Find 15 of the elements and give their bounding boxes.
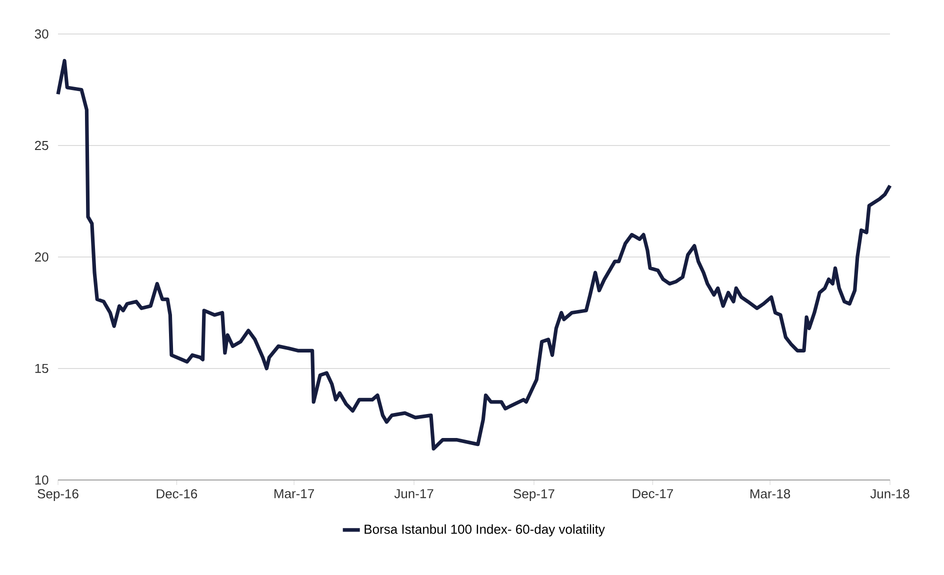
x-tick-label: Jun-18 — [870, 489, 910, 498]
y-tick-label: 20 — [35, 252, 48, 262]
line-series — [56, 58, 892, 451]
x-tick-label: Sep-17 — [514, 489, 554, 501]
x-tick-label: Mar-18 — [750, 489, 790, 498]
x-tick-label: Dec-16 — [156, 489, 198, 498]
y-tick-label: 15 — [35, 364, 48, 374]
legend-label: Borsa Istanbul 100 Index- 60-day volatility — [364, 524, 605, 536]
x-tick-label: Mar-17 — [274, 489, 314, 498]
y-tick-label: 30 — [34, 29, 48, 39]
x-tick-label: Dec-17 — [632, 489, 673, 498]
x-tick-label: Jun-17 — [394, 489, 434, 498]
y-tick-label: 10 — [35, 475, 48, 485]
y-tick-label: 25 — [35, 140, 48, 150]
x-tick-label: Sep-16 — [38, 489, 78, 501]
